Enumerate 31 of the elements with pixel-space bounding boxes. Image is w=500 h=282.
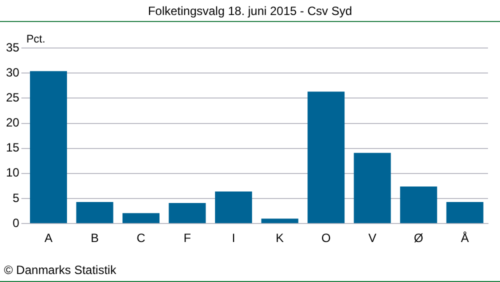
y-tick-label: 20 xyxy=(6,116,20,130)
y-axis-title: Pct. xyxy=(26,34,46,46)
text: © Danmarks Statistik xyxy=(4,263,116,277)
x-tick-label: B xyxy=(90,231,99,246)
x-tick-label: F xyxy=(184,231,191,246)
bar xyxy=(400,186,438,224)
y-tick-label: 0 xyxy=(12,216,20,230)
bar xyxy=(30,71,67,224)
x-tick-label: I xyxy=(232,231,236,246)
bar xyxy=(308,92,345,224)
bar xyxy=(446,202,484,224)
y-tick-label: 10 xyxy=(6,166,20,180)
bar xyxy=(76,202,114,224)
y-tick-label: 15 xyxy=(6,140,20,155)
bar xyxy=(122,213,160,224)
y-tick-label: 5 xyxy=(12,190,20,205)
x-tick-label: Ø xyxy=(414,231,424,246)
y-tick-label: 25 xyxy=(6,90,20,104)
bar xyxy=(215,191,252,224)
chart-title: Folketingsvalg 18. juni 2015 - Csv Syd xyxy=(0,0,500,22)
x-tick-label: K xyxy=(276,231,284,246)
x-tick-label: V xyxy=(368,231,376,246)
y-tick-label: 35 xyxy=(6,40,20,54)
bar xyxy=(354,152,391,224)
bar xyxy=(168,203,206,224)
y-tick-label: 30 xyxy=(6,65,20,80)
x-tick-label: Å xyxy=(460,231,469,246)
x-tick-label: A xyxy=(44,231,52,246)
x-tick-label: O xyxy=(321,231,331,246)
bar xyxy=(261,218,298,224)
x-tick-label: C xyxy=(136,231,146,246)
